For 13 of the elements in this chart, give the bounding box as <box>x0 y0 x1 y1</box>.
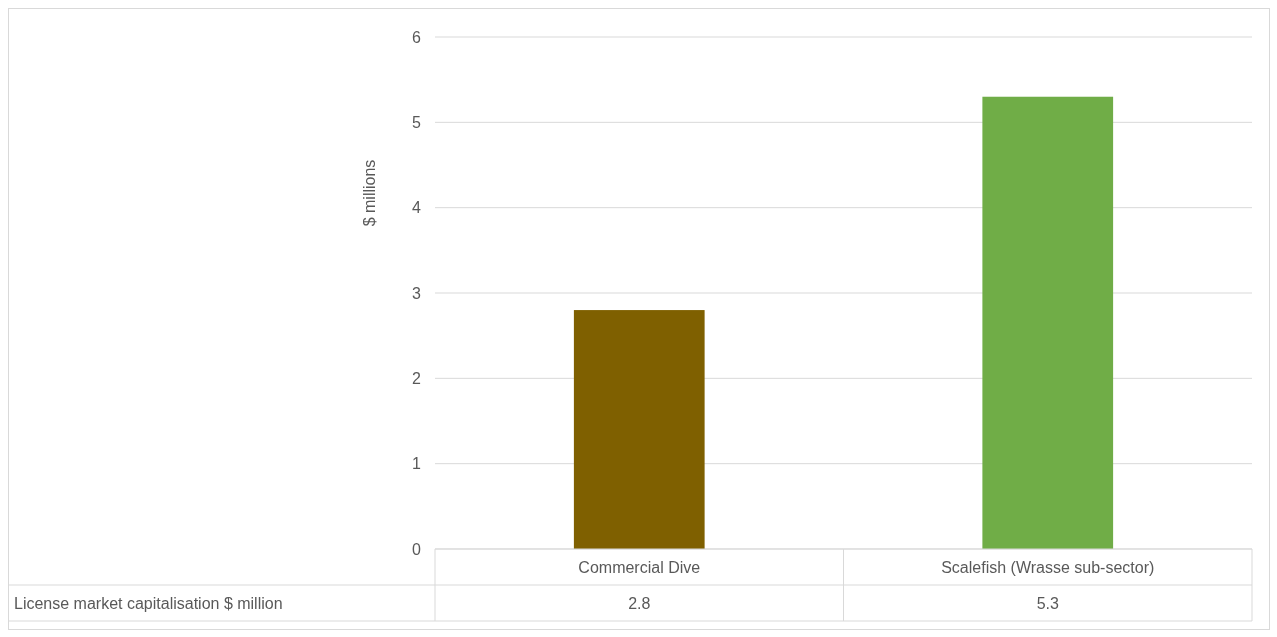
y-tick-label: 5 <box>412 113 422 131</box>
x-tick-label: Scalefish (Wrasse sub-sector) <box>941 558 1155 576</box>
data-label: 5.3 <box>1036 594 1059 612</box>
x-tick-label: Commercial Dive <box>578 558 701 576</box>
data-label: 2.8 <box>628 594 651 612</box>
y-tick-label: 4 <box>412 199 422 217</box>
y-axis-title: $ millions <box>361 159 378 227</box>
y-tick-label: 6 <box>412 28 422 46</box>
y-tick-label: 2 <box>412 369 422 387</box>
y-tick-label: 3 <box>412 284 422 302</box>
y-tick-label: 1 <box>412 455 422 473</box>
text: License market capitalisation $ million <box>14 594 283 612</box>
y-tick-label: 0 <box>412 540 422 558</box>
